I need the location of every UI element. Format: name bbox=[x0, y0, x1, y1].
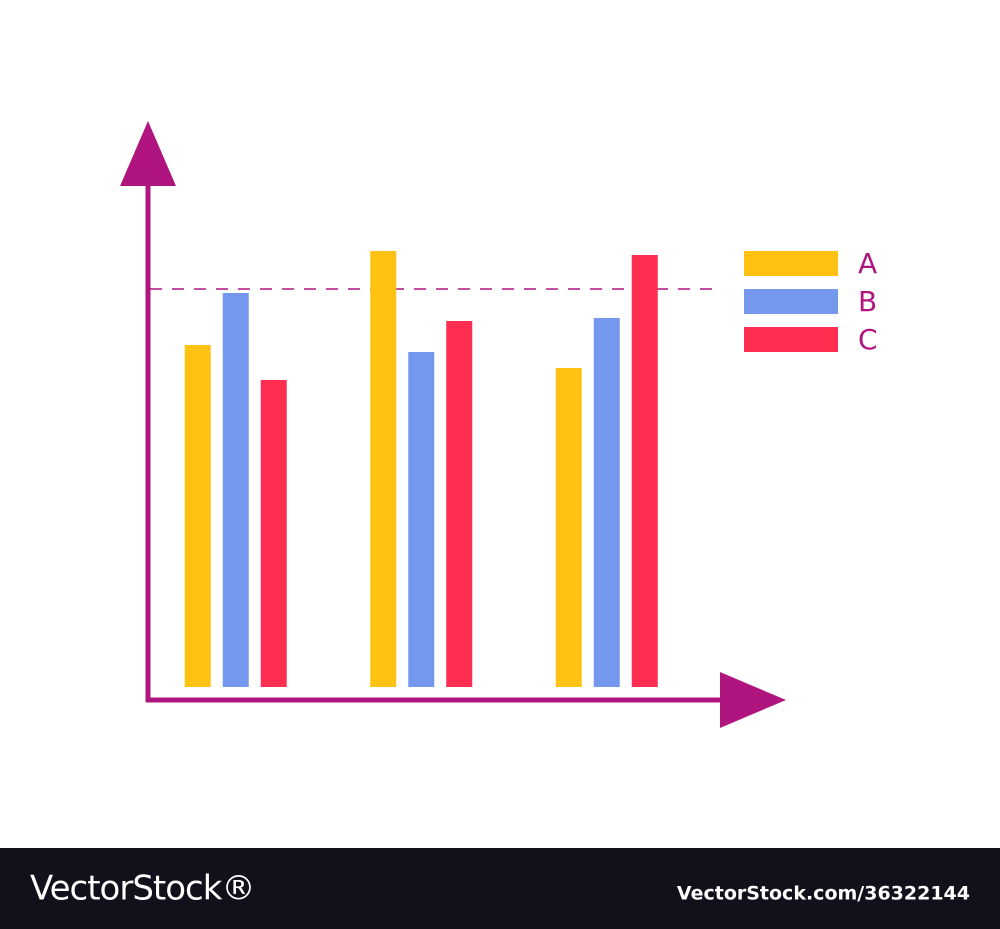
legend-swatch bbox=[744, 251, 838, 276]
bar bbox=[593, 318, 620, 687]
bar bbox=[446, 321, 473, 687]
bar bbox=[184, 345, 211, 687]
bar bbox=[260, 380, 287, 687]
footer-bar bbox=[0, 848, 1000, 929]
bar bbox=[222, 293, 249, 687]
bar bbox=[408, 352, 435, 687]
legend-label: C bbox=[858, 323, 878, 356]
footer-brand: VectorStock® bbox=[30, 869, 254, 909]
legend-swatch bbox=[744, 327, 838, 352]
x-axis-arrow bbox=[720, 672, 786, 728]
legend-label: B bbox=[858, 285, 877, 318]
y-axis-arrow bbox=[120, 121, 176, 186]
bar bbox=[631, 255, 658, 687]
footer-id: VectorStock.com/36322144 bbox=[677, 883, 970, 905]
bar bbox=[555, 368, 582, 687]
legend-label: A bbox=[858, 247, 877, 280]
legend-swatch bbox=[744, 289, 838, 314]
bar bbox=[370, 251, 397, 687]
